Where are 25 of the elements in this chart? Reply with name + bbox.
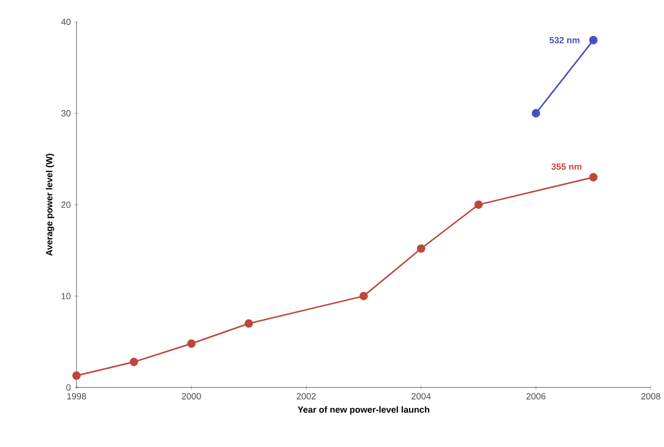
x-tick-label: 1998 — [67, 393, 86, 400]
x-tick-label: 2008 — [641, 393, 660, 400]
series-label: 355 nm — [551, 163, 582, 170]
point — [474, 200, 483, 209]
point — [187, 339, 196, 348]
y-tick-label: 20 — [61, 201, 71, 208]
point — [359, 292, 368, 300]
point — [244, 319, 254, 328]
point — [589, 36, 598, 44]
x-tick-label: 2002 — [296, 393, 316, 400]
point — [416, 244, 426, 253]
x-tick-label: 2004 — [412, 393, 431, 400]
y-tick-label: 0 — [66, 384, 71, 391]
point — [72, 371, 81, 380]
x-axis-title: Year of new power-level launch — [298, 406, 430, 414]
y-tick-label: 10 — [62, 292, 71, 300]
point — [130, 358, 138, 366]
point — [532, 109, 540, 118]
series-label: 532 nm — [550, 36, 580, 44]
y-axis-title: Average power level (W) — [46, 154, 54, 256]
y-tick-label: 40 — [61, 18, 71, 25]
point — [589, 172, 598, 182]
x-tick-label: 2006 — [526, 393, 546, 400]
x-tick-label: 2000 — [182, 393, 201, 400]
y-tick-label: 30 — [61, 110, 71, 116]
